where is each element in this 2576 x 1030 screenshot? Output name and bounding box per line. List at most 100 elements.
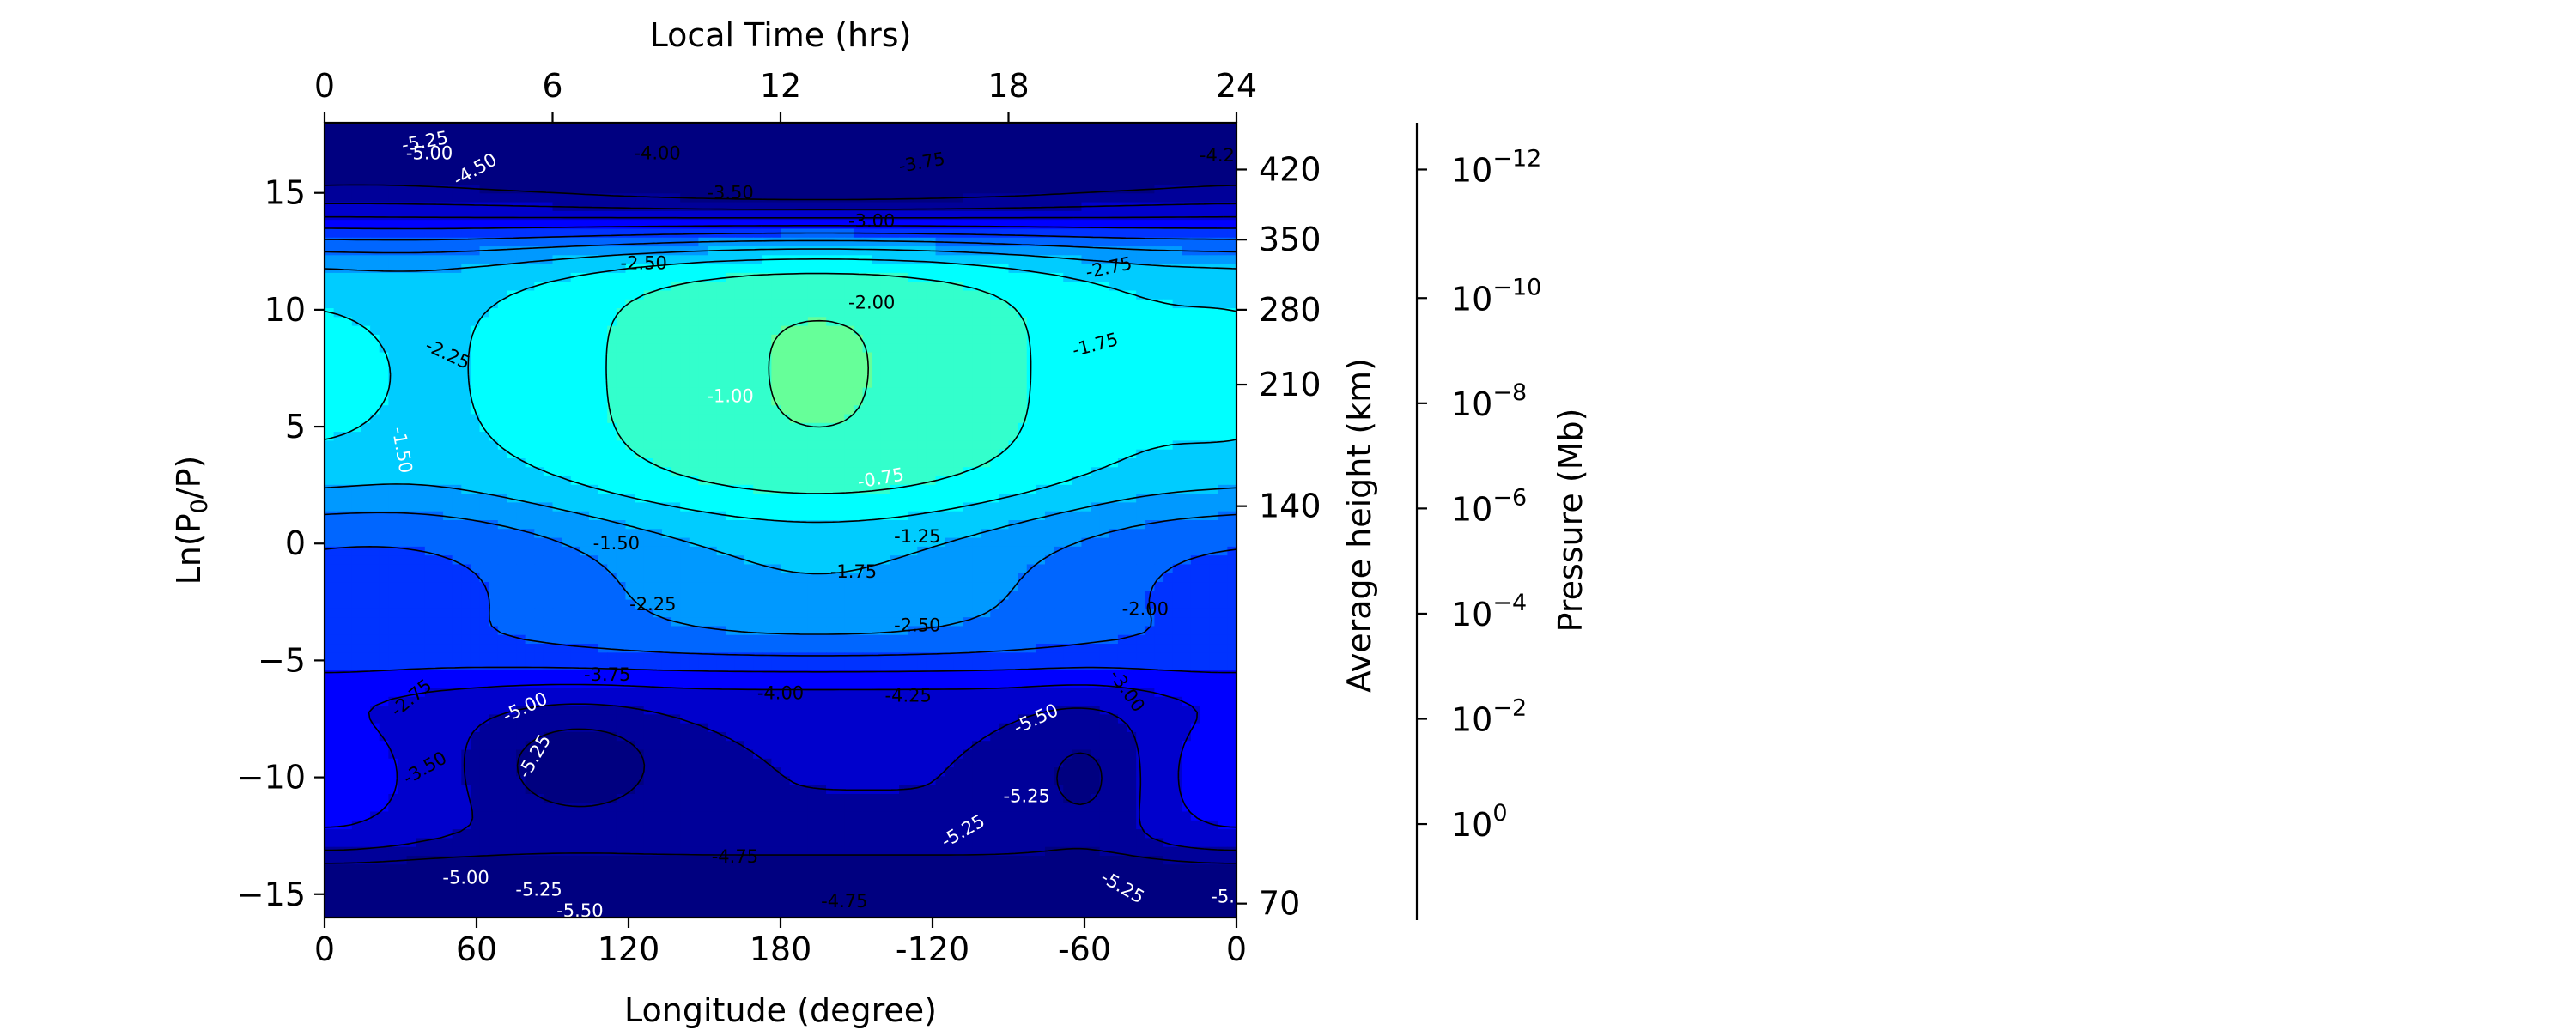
contour-cell (945, 457, 955, 469)
contour-cell (917, 282, 927, 292)
contour-cell (1200, 537, 1210, 548)
contour-cell (908, 467, 919, 477)
contour-cell (872, 546, 882, 556)
contour-cell (817, 317, 827, 327)
contour-cell (1172, 476, 1183, 486)
contour-cell (1099, 379, 1110, 389)
contour-cell (388, 502, 398, 512)
contour-cell (1163, 237, 1174, 247)
contour-cell (716, 440, 727, 451)
contour-cell (753, 476, 763, 486)
contour-cell (598, 299, 609, 309)
contour-cell (351, 255, 362, 265)
contour-cell (698, 343, 708, 354)
contour-cell (1008, 255, 1018, 265)
contour-cell (789, 555, 800, 566)
contour-cell (1136, 484, 1146, 494)
contour-cell (1008, 396, 1018, 407)
contour-cell (689, 387, 700, 397)
contour-cell (625, 370, 635, 380)
contour-cell (1044, 555, 1055, 566)
contour-cell (507, 131, 517, 142)
contour-cell (1018, 414, 1028, 424)
contour-cell (479, 140, 489, 150)
contour-cell (945, 282, 955, 292)
contour-cell (844, 140, 854, 150)
contour-cell (789, 360, 800, 371)
contour-cell (753, 264, 763, 274)
contour-cell (588, 546, 599, 556)
contour-cell (935, 343, 945, 354)
contour-cell (1091, 422, 1101, 433)
contour-cell (716, 379, 727, 389)
contour-cell (1063, 449, 1073, 459)
contour-cell (1018, 546, 1028, 556)
contour-cell (434, 422, 444, 433)
contour-cell (716, 422, 727, 433)
contour-cell (1182, 185, 1192, 195)
contour-cell (935, 175, 945, 185)
contour-cell (853, 282, 864, 292)
contour-cell (972, 343, 982, 354)
contour-cell (1109, 396, 1119, 407)
contour-cell (1117, 502, 1128, 512)
contour-cell (1109, 352, 1119, 362)
contour-cell (1227, 422, 1236, 433)
contour-cell (1172, 131, 1183, 142)
contour-cell (379, 148, 390, 159)
contour-cell (926, 148, 937, 159)
contour-cell (880, 387, 891, 397)
contour-cell (1026, 185, 1037, 195)
contour-cell (653, 343, 663, 354)
contour-cell (434, 484, 444, 494)
contour-cell (325, 290, 335, 300)
contour-cell (325, 520, 335, 530)
contour-cell (643, 299, 654, 309)
contour-cell (826, 272, 836, 282)
contour-cell (680, 334, 690, 345)
contour-cell (1172, 210, 1183, 221)
contour-cell (343, 334, 353, 345)
contour-cell (424, 334, 435, 345)
contour-cell (507, 343, 517, 354)
contour-cell (379, 246, 390, 257)
contour-cell (379, 210, 390, 221)
contour-cell (588, 449, 599, 459)
contour-cell (799, 396, 809, 407)
contour-cell (1063, 555, 1073, 566)
contour-cell (507, 360, 517, 371)
contour-cell (653, 414, 663, 424)
contour-cell (1036, 360, 1046, 371)
contour-cell (343, 546, 353, 556)
contour-cell (1099, 255, 1110, 265)
contour-cell (1063, 387, 1073, 397)
contour-cell (552, 158, 562, 168)
contour-cell (434, 140, 444, 150)
contour-cell (452, 405, 463, 415)
contour-cell (844, 370, 854, 380)
contour-cell (1054, 210, 1065, 221)
contour-cell (452, 193, 463, 203)
contour-cell (1136, 193, 1146, 203)
contour-cell (452, 237, 463, 247)
contour-cell (807, 387, 818, 397)
contour-cell (890, 325, 900, 336)
contour-cell (762, 405, 773, 415)
contour-cell (497, 511, 508, 521)
contour-cell (908, 140, 919, 150)
contour-cell (543, 370, 554, 380)
contour-cell (497, 202, 508, 212)
contour-cell (1218, 520, 1229, 530)
contour-cell (726, 537, 736, 548)
contour-cell (388, 352, 398, 362)
contour-cell (726, 555, 736, 566)
contour-cell (525, 422, 536, 433)
contour-cell (771, 476, 781, 486)
contour-cell (972, 387, 982, 397)
contour-cell (999, 123, 1010, 133)
contour-cell (516, 140, 526, 150)
contour-cell (963, 220, 973, 230)
contour-cell (708, 405, 718, 415)
contour-cell (716, 502, 727, 512)
contour-cell (771, 185, 781, 195)
